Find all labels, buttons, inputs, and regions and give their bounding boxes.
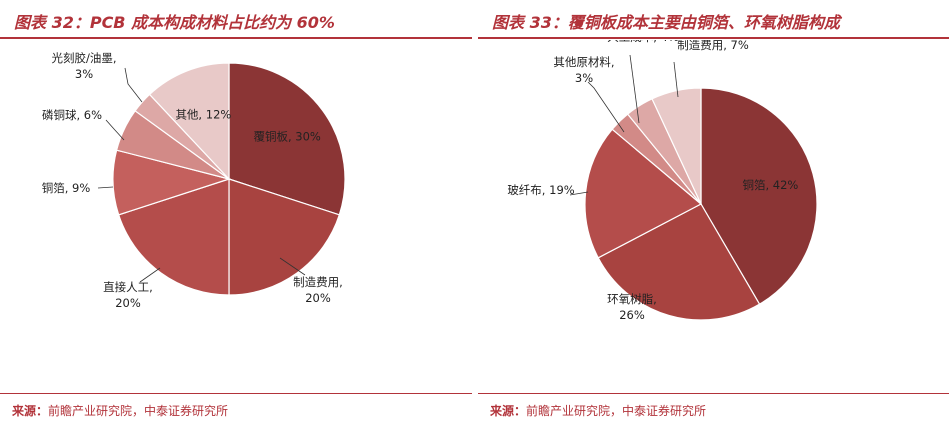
data-label-value: 3% [75,67,93,81]
data-label: 玻纤布, 19% [507,183,574,197]
leader-line [569,191,589,196]
data-label-value: 26% [619,308,645,322]
leader-line [629,54,640,124]
data-label: 铜箔, 42% [742,178,798,192]
data-label: 铜箔, 9% [42,181,91,195]
leader-line [279,257,306,276]
source-label: 来源： [12,404,49,418]
pie-slice [228,62,346,216]
source-divider [478,393,949,394]
pie-slice [651,87,702,205]
source-text: 前瞻产业研究院，中泰证券研究所 [526,404,707,418]
chart-panel-left: 图表 32：PCB 成本构成材料占比约为 60% 覆铜板, 30% 制造费用, 20… [0,0,472,427]
data-label-value: 20% [305,291,331,305]
chart-panel-right: 图表 33：覆铜板成本主要由铜箔、环氧树脂构成 铜箔, 42% 环氧树脂, 26% 玻… [478,0,949,427]
leader-line [587,81,625,133]
data-label: 直接人工, [103,280,153,294]
source-divider [0,393,472,394]
title-divider [0,37,472,39]
pie-slice [148,62,230,181]
pie-slice [228,178,341,296]
pie-slice [700,87,818,305]
data-label-value: 20% [115,296,141,310]
pie-chart-pcb-cost: 覆铜板, 30% 制造费用, 20% 直接人工, 20% 铜箔, 9% 磷铜球, 6% 光刻胶… [42,51,346,310]
data-label: 覆铜板, 30% [253,130,320,144]
source-text: 前瞻产业研究院，中泰证券研究所 [48,404,229,418]
source-label: 来源： [490,404,527,418]
data-label: 人工成本, 4% [607,40,679,44]
data-label: 环氧树脂, [607,292,657,306]
pie-slice [597,203,761,321]
data-label-value: 3% [575,71,593,85]
leader-line [139,267,161,283]
data-label: 磷铜球, 6% [42,108,102,122]
data-label: 光刻胶/油墨, [51,51,116,65]
title-divider [478,37,949,39]
leader-line [97,186,114,189]
pie-slice [584,128,703,259]
data-label: 制造费用, 7% [677,40,749,52]
pie-chart-ccl-cost: 铜箔, 42% 环氧树脂, 26% 玻纤布, 19% 其他原材料, 3% 人工成本, 4%制… [507,40,818,322]
leader-line [673,61,679,98]
chart-title: 图表 33：覆铜板成本主要由铜箔、环氧树脂构成 [492,13,840,32]
source-note: 来源：前瞻产业研究院，中泰证券研究所 [12,402,228,419]
data-label: 其他原材料, [553,55,614,69]
source-note: 来源：前瞻产业研究院，中泰证券研究所 [490,402,706,419]
pie-slice [117,178,230,296]
data-label: 制造费用, [293,275,343,289]
leader-line [105,119,125,141]
data-label: 其他, 12% [175,107,231,121]
leader-line [124,67,143,103]
chart-title: 图表 32：PCB 成本构成材料占比约为 60% [14,13,335,32]
